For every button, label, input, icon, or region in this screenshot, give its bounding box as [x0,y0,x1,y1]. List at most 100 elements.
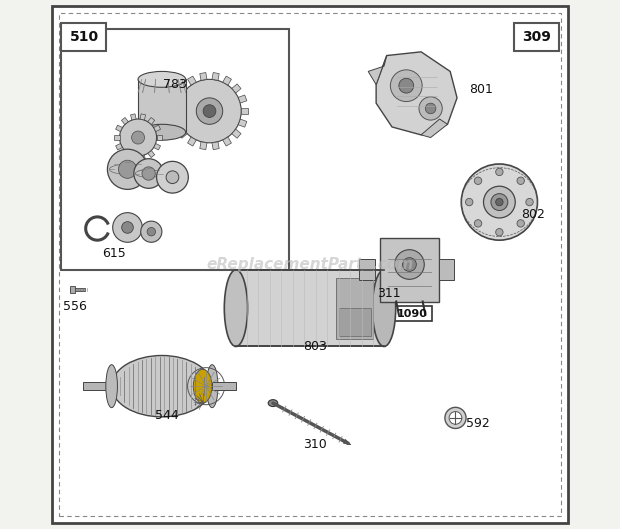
Polygon shape [187,137,197,146]
Circle shape [495,168,503,176]
Circle shape [122,222,133,233]
Text: 510: 510 [69,30,99,44]
Text: 311: 311 [378,287,401,300]
Circle shape [197,98,223,124]
Polygon shape [238,119,247,127]
Circle shape [157,161,188,193]
Text: 615: 615 [102,248,126,260]
Ellipse shape [138,124,185,140]
Circle shape [147,227,156,236]
Circle shape [425,103,436,114]
Polygon shape [116,143,122,150]
Ellipse shape [268,400,278,406]
Circle shape [198,100,221,122]
Polygon shape [223,76,231,85]
Circle shape [399,78,414,93]
Polygon shape [212,72,219,80]
Circle shape [142,167,156,180]
Circle shape [166,171,179,184]
Text: 310: 310 [303,438,327,451]
Circle shape [395,250,424,279]
Bar [438,259,454,280]
Text: 544: 544 [155,409,179,422]
Circle shape [113,213,143,242]
Circle shape [419,97,442,120]
Circle shape [495,229,503,236]
Circle shape [484,186,515,218]
Text: 801: 801 [469,84,492,96]
Polygon shape [223,137,231,146]
Polygon shape [178,129,187,138]
Polygon shape [140,155,146,161]
Bar [513,23,559,51]
Bar [70,288,85,291]
Polygon shape [187,76,197,85]
Ellipse shape [373,270,396,346]
Circle shape [402,258,416,271]
Bar [337,278,373,339]
Polygon shape [368,56,387,85]
Circle shape [391,70,422,102]
Circle shape [118,160,136,178]
Polygon shape [241,108,248,114]
Polygon shape [131,114,136,120]
Text: 592: 592 [466,417,490,430]
Polygon shape [200,142,207,150]
Circle shape [461,164,538,240]
Polygon shape [172,95,180,103]
Ellipse shape [106,364,117,408]
Bar [61,23,107,51]
Circle shape [474,220,482,227]
Polygon shape [154,125,161,132]
Circle shape [517,177,525,185]
Polygon shape [131,155,136,161]
Polygon shape [148,117,155,124]
Circle shape [466,198,473,206]
Polygon shape [148,151,155,158]
Polygon shape [122,151,128,158]
Text: 556: 556 [63,300,87,313]
Polygon shape [116,125,122,132]
Circle shape [495,198,503,206]
Ellipse shape [224,270,247,346]
Bar [82,382,125,390]
Text: 783: 783 [163,78,187,91]
Polygon shape [122,117,128,124]
Polygon shape [232,84,241,93]
Text: 309: 309 [522,30,551,44]
Circle shape [449,412,462,424]
Polygon shape [114,135,120,140]
Circle shape [526,198,533,206]
Circle shape [107,149,148,189]
Text: 1090: 1090 [397,309,428,318]
Bar [359,259,375,280]
Circle shape [120,119,157,156]
Circle shape [474,177,482,185]
Circle shape [517,220,525,227]
Polygon shape [200,72,207,80]
Circle shape [134,159,164,188]
Bar [138,79,185,132]
Bar [61,29,289,270]
Polygon shape [172,119,180,127]
Text: 802: 802 [521,208,546,221]
Text: 803: 803 [303,340,327,353]
Polygon shape [376,52,457,135]
Polygon shape [238,95,247,103]
Polygon shape [157,135,162,140]
Polygon shape [178,84,187,93]
Polygon shape [171,108,178,114]
Bar [339,308,371,336]
Circle shape [131,131,144,144]
Circle shape [445,407,466,428]
Bar [236,270,384,346]
Ellipse shape [138,71,185,87]
Text: eReplacementParts.com: eReplacementParts.com [206,257,414,272]
Ellipse shape [206,364,218,408]
Circle shape [178,79,241,143]
Circle shape [491,194,508,211]
Polygon shape [232,129,241,138]
Polygon shape [140,114,146,120]
Bar [70,286,75,293]
Circle shape [203,105,216,117]
